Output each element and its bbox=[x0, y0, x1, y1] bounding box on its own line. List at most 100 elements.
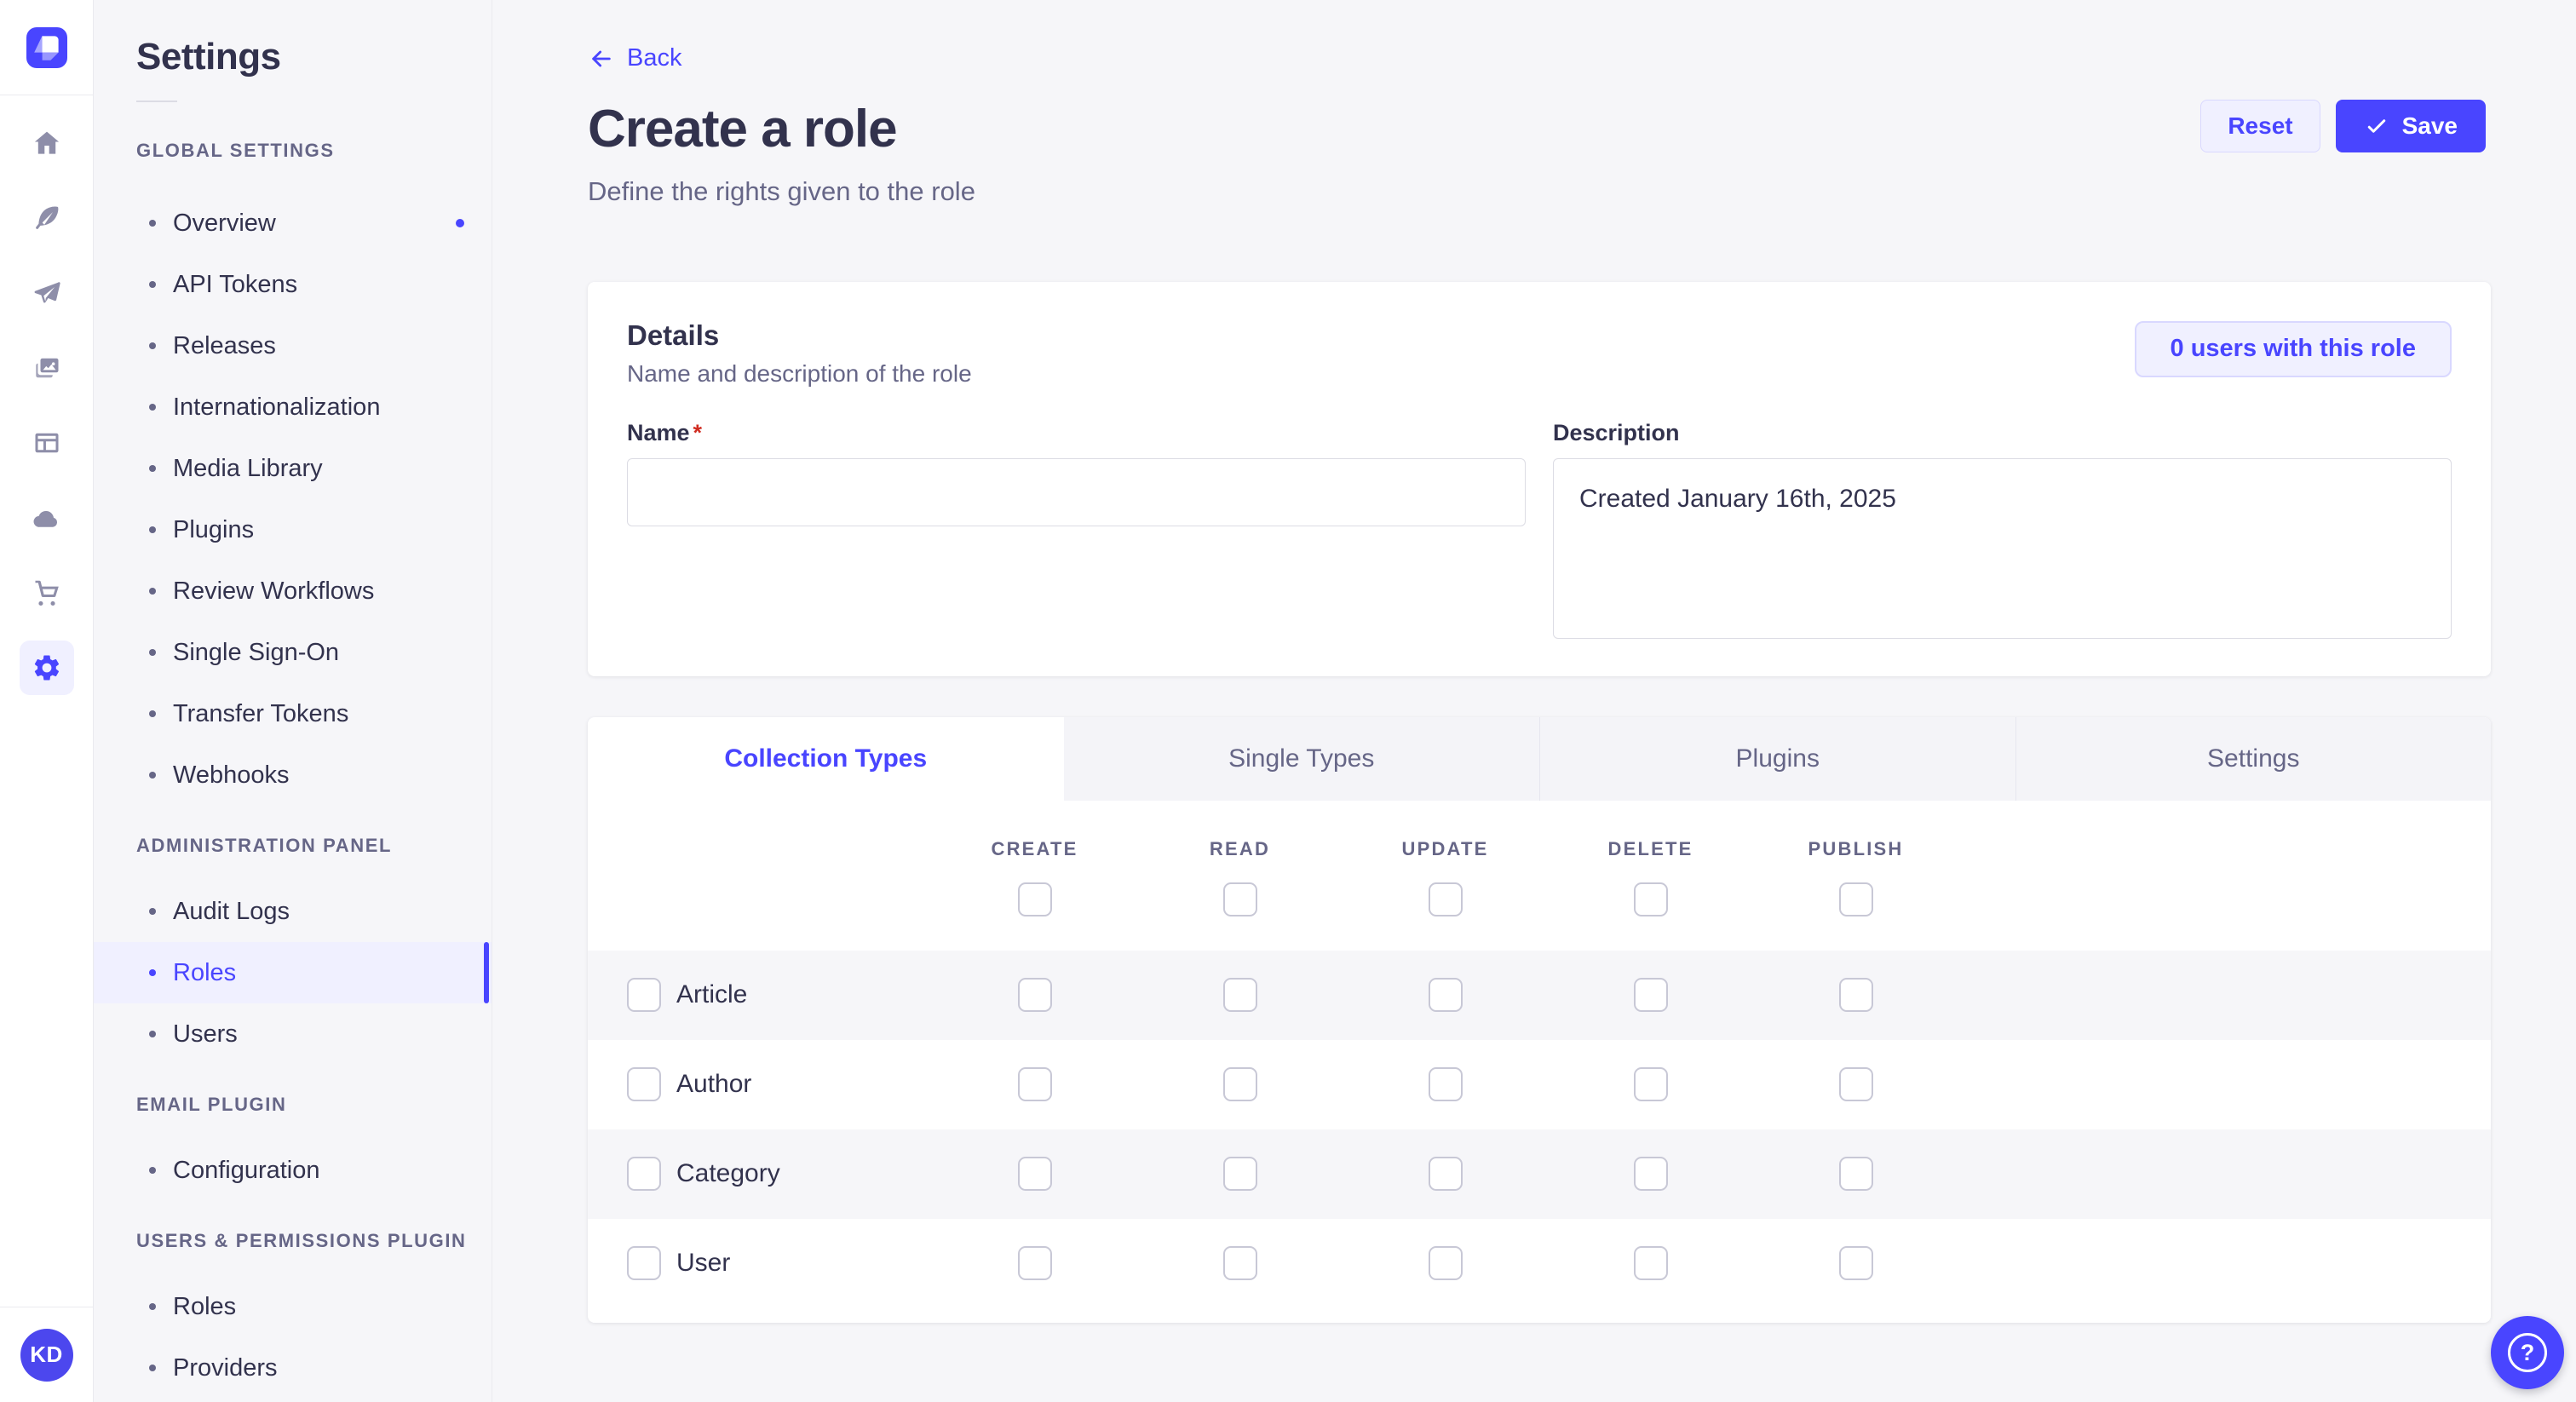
description-field-group: Description Created January 16th, 2025 bbox=[1553, 420, 2452, 639]
sidebar-item-plugins[interactable]: Plugins bbox=[94, 499, 492, 560]
sidebar-item-internationalization[interactable]: Internationalization bbox=[94, 376, 492, 438]
section-email-plugin: EMAIL PLUGIN bbox=[136, 1094, 287, 1115]
sidebar-item-users[interactable]: Users bbox=[94, 1003, 492, 1065]
select-all-publish-checkbox[interactable] bbox=[1838, 882, 1873, 916]
column-header-update: UPDATE bbox=[1401, 837, 1489, 859]
sidebar-item-label: Audit Logs bbox=[173, 897, 290, 925]
select-all-update-checkbox[interactable] bbox=[1428, 882, 1463, 916]
select-all-read-checkbox[interactable] bbox=[1222, 882, 1257, 916]
article-update-checkbox[interactable] bbox=[1428, 978, 1463, 1012]
sidebar-item-label: Transfer Tokens bbox=[173, 699, 349, 727]
sidebar-item-review-workflows[interactable]: Review Workflows bbox=[94, 560, 492, 622]
administration-panel-list: Audit Logs Roles Users bbox=[94, 881, 492, 1065]
user-delete-checkbox[interactable] bbox=[1633, 1246, 1668, 1280]
page-title: Create a role bbox=[588, 99, 898, 158]
sidebar-item-transfer-tokens[interactable]: Transfer Tokens bbox=[94, 683, 492, 744]
user-publish-checkbox[interactable] bbox=[1838, 1246, 1873, 1280]
row-label: Category bbox=[676, 1159, 780, 1187]
user-read-checkbox[interactable] bbox=[1222, 1246, 1257, 1280]
article-create-checkbox[interactable] bbox=[1017, 978, 1052, 1012]
content-type-builder-layout-icon[interactable] bbox=[20, 416, 74, 470]
description-textarea[interactable]: Created January 16th, 2025 bbox=[1553, 457, 2452, 639]
tab-settings[interactable]: Settings bbox=[2015, 716, 2492, 801]
row-label: User bbox=[676, 1249, 731, 1277]
reset-button[interactable]: Reset bbox=[2200, 100, 2320, 152]
sidebar-item-releases[interactable]: Releases bbox=[94, 315, 492, 376]
settings-gear-icon[interactable] bbox=[19, 641, 74, 695]
main-nav-rail: KD bbox=[0, 0, 94, 1402]
sidebar-item-providers[interactable]: Providers bbox=[94, 1337, 492, 1399]
article-delete-checkbox[interactable] bbox=[1633, 978, 1668, 1012]
author-update-checkbox[interactable] bbox=[1428, 1067, 1463, 1101]
media-library-pictures-icon[interactable] bbox=[20, 341, 74, 395]
sidebar-item-roles-active[interactable]: Roles bbox=[94, 942, 492, 1003]
category-read-checkbox[interactable] bbox=[1222, 1157, 1257, 1191]
tab-plugins[interactable]: Plugins bbox=[1539, 716, 2015, 801]
row-label: Article bbox=[676, 980, 748, 1008]
table-row-category: Category bbox=[588, 1129, 2491, 1219]
back-label: Back bbox=[627, 44, 682, 72]
header-actions: Reset Save bbox=[2200, 100, 2486, 152]
user-create-checkbox[interactable] bbox=[1017, 1246, 1052, 1280]
sidebar-item-api-tokens[interactable]: API Tokens bbox=[94, 254, 492, 315]
sidebar-item-label: Configuration bbox=[173, 1156, 320, 1184]
settings-sidebar: Settings GLOBAL SETTINGS Overview API To… bbox=[94, 0, 492, 1402]
category-publish-checkbox[interactable] bbox=[1838, 1157, 1873, 1191]
author-publish-checkbox[interactable] bbox=[1838, 1067, 1873, 1101]
author-delete-checkbox[interactable] bbox=[1633, 1067, 1668, 1101]
marketplace-cart-icon[interactable] bbox=[20, 566, 74, 620]
column-headers: CREATE READ UPDATE DELETE PUBLISH bbox=[588, 838, 2491, 860]
description-label: Description bbox=[1553, 419, 1680, 445]
rail-footer: KD bbox=[0, 1307, 93, 1402]
sidebar-item-webhooks[interactable]: Webhooks bbox=[94, 744, 492, 806]
row-select-checkbox[interactable] bbox=[627, 1246, 661, 1280]
help-question-icon: ? bbox=[2508, 1333, 2547, 1372]
sidebar-item-label: Internationalization bbox=[173, 393, 381, 421]
sidebar-item-label: Webhooks bbox=[173, 761, 290, 789]
category-update-checkbox[interactable] bbox=[1428, 1157, 1463, 1191]
section-global-settings: GLOBAL SETTINGS bbox=[136, 140, 335, 161]
required-asterisk: * bbox=[693, 419, 703, 445]
sidebar-item-audit-logs[interactable]: Audit Logs bbox=[94, 881, 492, 942]
select-all-delete-checkbox[interactable] bbox=[1633, 882, 1668, 916]
row-select-checkbox[interactable] bbox=[627, 1067, 661, 1101]
back-link[interactable]: Back bbox=[588, 44, 681, 72]
save-button[interactable]: Save bbox=[2335, 100, 2486, 152]
row-select-checkbox[interactable] bbox=[627, 978, 661, 1012]
table-row-user: User bbox=[588, 1219, 2491, 1308]
row-select-checkbox[interactable] bbox=[627, 1157, 661, 1191]
home-icon[interactable] bbox=[20, 116, 74, 170]
sidebar-item-label: Roles bbox=[173, 1292, 237, 1320]
sidebar-item-label: Plugins bbox=[173, 515, 255, 543]
bullet-icon bbox=[149, 772, 156, 779]
category-delete-checkbox[interactable] bbox=[1633, 1157, 1668, 1191]
article-read-checkbox[interactable] bbox=[1222, 978, 1257, 1012]
user-update-checkbox[interactable] bbox=[1428, 1246, 1463, 1280]
sidebar-item-single-sign-on[interactable]: Single Sign-On bbox=[94, 622, 492, 683]
name-input[interactable] bbox=[627, 457, 1526, 526]
sidebar-item-media-library[interactable]: Media Library bbox=[94, 438, 492, 499]
category-create-checkbox[interactable] bbox=[1017, 1157, 1052, 1191]
sidebar-item-configuration[interactable]: Configuration bbox=[94, 1140, 492, 1201]
section-administration-panel: ADMINISTRATION PANEL bbox=[136, 835, 393, 856]
content-manager-feather-icon[interactable] bbox=[20, 191, 74, 245]
author-read-checkbox[interactable] bbox=[1222, 1067, 1257, 1101]
name-field-group: Name * bbox=[627, 420, 1526, 639]
author-create-checkbox[interactable] bbox=[1017, 1067, 1052, 1101]
tab-collection-types[interactable]: Collection Types bbox=[588, 716, 1064, 801]
article-publish-checkbox[interactable] bbox=[1838, 978, 1873, 1012]
deploy-paper-plane-icon[interactable] bbox=[20, 266, 74, 320]
help-button[interactable]: ? bbox=[2491, 1316, 2564, 1389]
sidebar-item-overview[interactable]: Overview bbox=[94, 192, 492, 254]
strapi-logo-icon[interactable] bbox=[26, 26, 67, 68]
user-avatar[interactable]: KD bbox=[20, 1328, 73, 1382]
select-all-create-checkbox[interactable] bbox=[1017, 882, 1052, 916]
save-label: Save bbox=[2401, 112, 2458, 139]
sidebar-item-label: Roles bbox=[173, 958, 237, 986]
tab-single-types[interactable]: Single Types bbox=[1228, 744, 1375, 773]
sidebar-item-label: Users bbox=[173, 1020, 238, 1048]
cloud-icon[interactable] bbox=[20, 491, 74, 545]
users-with-role-button[interactable]: 0 users with this role bbox=[2134, 320, 2452, 377]
sidebar-item-up-roles[interactable]: Roles bbox=[94, 1276, 492, 1337]
email-plugin-list: Configuration bbox=[94, 1140, 492, 1201]
